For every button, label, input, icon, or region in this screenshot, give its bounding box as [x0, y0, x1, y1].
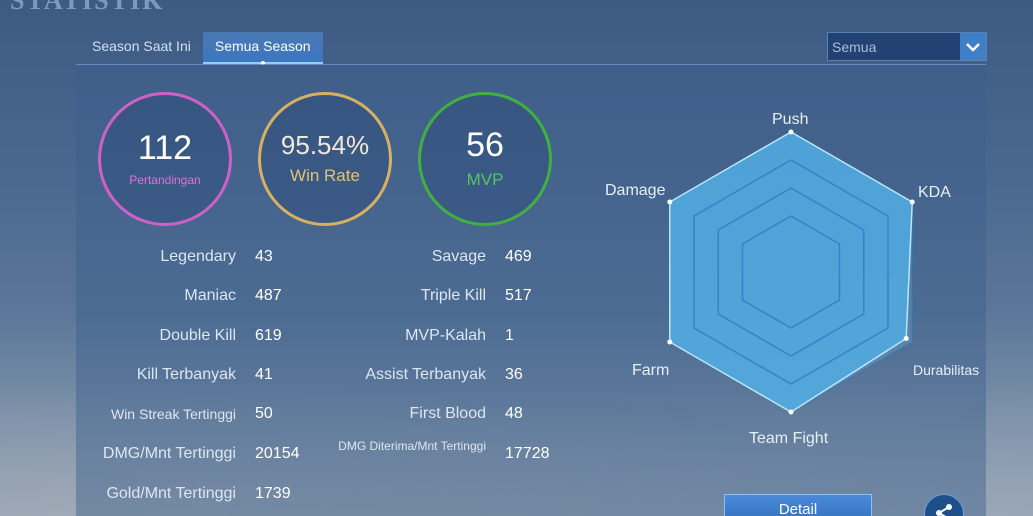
stat-value-dmg-mnt: 20154	[255, 445, 300, 462]
chevron-down-icon[interactable]	[960, 33, 986, 60]
win-rate-circle: 95.54% Win Rate	[258, 92, 392, 226]
stat-value-mvp-kalah: 1	[505, 327, 514, 344]
stat-value-dmg-diterima: 17728	[505, 445, 550, 462]
hero-radar-chart	[667, 129, 915, 415]
stat-label-assist-terbanyak: Assist Terbanyak	[365, 366, 486, 383]
tab-season-saat-ini[interactable]: Season Saat Ini	[92, 38, 191, 54]
radar-point-kda	[909, 199, 915, 205]
radar-inner-ring	[717, 187, 865, 357]
detail-button[interactable]: Detail	[724, 494, 872, 516]
stat-value-win-streak: 50	[255, 405, 273, 422]
mvp-label: MVP	[466, 170, 504, 189]
stat-value-first-blood: 48	[505, 405, 523, 422]
radar-inner-ring	[693, 159, 889, 385]
mode-filter-value: Semua	[832, 38, 877, 55]
stat-label-gold-mnt: Gold/Mnt Tertinggi	[106, 485, 236, 502]
tab-semua-season[interactable]: Semua Season	[202, 32, 323, 65]
page-title: STATISTIK	[10, 0, 165, 15]
stat-value-savage: 469	[505, 248, 532, 265]
radar-label-kda: KDA	[918, 184, 951, 201]
stat-label-kill-terbanyak: Kill Terbanyak	[136, 366, 236, 383]
radar-label-push: Push	[772, 111, 809, 128]
stat-value-maniac: 487	[255, 287, 282, 304]
stat-label-triple-kill: Triple Kill	[420, 287, 486, 304]
stat-label-mvp-kalah: MVP-Kalah	[405, 327, 486, 344]
stat-label-savage: Savage	[431, 248, 486, 265]
radar-inner-ring	[741, 215, 841, 329]
radar-value-polygon	[669, 131, 914, 413]
radar-point-damage	[667, 199, 673, 205]
stat-value-assist-terbanyak: 36	[505, 366, 523, 383]
stat-label-legendary: Legendary	[160, 248, 236, 265]
stat-label-dmg-diterima: DMG Diterima/Mnt Tertinggi	[338, 439, 486, 453]
radar-label-farm: Farm	[632, 362, 670, 379]
matches-label: Pertandingan	[129, 173, 201, 187]
matches-value: 112	[137, 129, 193, 167]
mvp-value: 56	[466, 126, 504, 164]
stat-label-double-kill: Double Kill	[159, 327, 236, 344]
stat-label-dmg-mnt: DMG/Mnt Tertinggi	[102, 445, 236, 462]
share-button[interactable]	[924, 494, 964, 516]
stat-value-legendary: 43	[255, 248, 273, 265]
stat-value-triple-kill: 517	[505, 287, 532, 304]
mvp-circle: 56 MVP	[418, 92, 552, 226]
stat-value-double-kill: 619	[255, 327, 282, 344]
radar-point-farm	[667, 339, 673, 345]
share-icon	[936, 504, 952, 516]
stat-value-gold-mnt: 1739	[255, 485, 291, 502]
radar-point-team-fight	[788, 409, 794, 415]
season-tabs: Season Saat Ini Semua Season	[80, 32, 323, 65]
mode-filter-dropdown[interactable]: Semua	[827, 32, 987, 61]
matches-circle: 112 Pertandingan	[98, 92, 232, 226]
radar-label-durabilitas: Durabilitas	[913, 362, 980, 378]
stat-label-win-streak: Win Streak Tertinggi	[110, 406, 236, 422]
radar-label-damage: Damage	[605, 182, 666, 199]
stat-value-kill-terbanyak: 41	[255, 366, 273, 383]
stat-label-first-blood: First Blood	[409, 405, 486, 422]
stat-label-maniac: Maniac	[184, 287, 236, 304]
win-rate-value: 95.54%	[280, 130, 370, 160]
radar-point-durabilitas	[903, 336, 909, 341]
win-rate-label: Win Rate	[290, 166, 360, 185]
radar-point-push	[788, 129, 794, 135]
radar-label-team-fight: Team Fight	[749, 430, 829, 447]
